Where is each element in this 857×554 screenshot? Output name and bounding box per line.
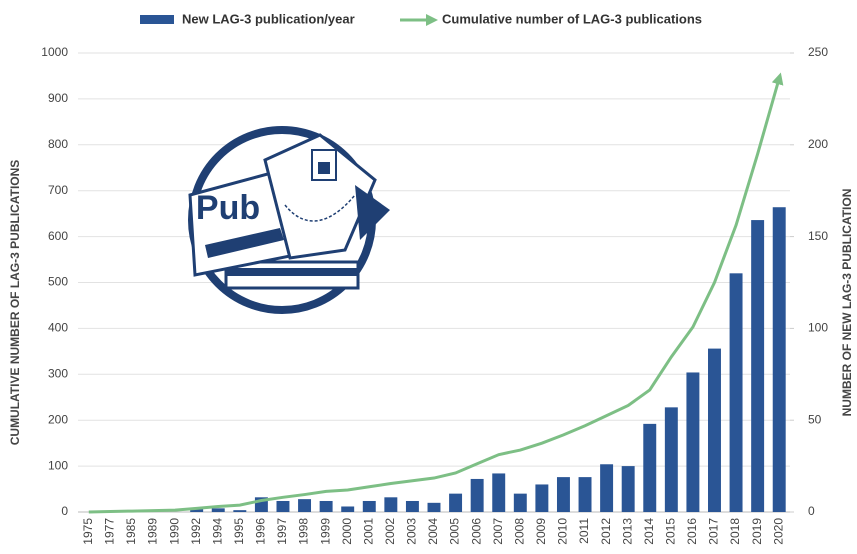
- x-tick-label: 2013: [620, 518, 634, 545]
- bar: [729, 273, 743, 512]
- y-tick-label: 800: [48, 137, 68, 151]
- x-tick-label: 1994: [210, 518, 224, 545]
- logo-text: Pub: [196, 189, 260, 227]
- y-tick-label: 300: [48, 366, 68, 380]
- bar: [427, 502, 441, 512]
- y2-tick-label: 150: [808, 229, 828, 243]
- bar: [578, 477, 592, 512]
- bar: [664, 407, 678, 512]
- bar: [535, 484, 549, 512]
- x-tick-label: 2011: [577, 518, 591, 544]
- bar: [233, 510, 247, 512]
- bar: [556, 477, 570, 512]
- x-tick-label: 1996: [254, 518, 268, 545]
- x-tick-label: 2018: [728, 518, 742, 545]
- bar: [362, 500, 376, 512]
- bar: [449, 493, 463, 512]
- x-tick-label: 1977: [103, 518, 117, 545]
- x-tick-label: 1998: [297, 518, 311, 545]
- y-tick-label: 900: [48, 91, 68, 105]
- y-tick-label: 200: [48, 412, 68, 426]
- x-tick-label: 2008: [512, 518, 526, 545]
- x-tick-label: 1975: [81, 518, 95, 545]
- legend-label: New LAG-3 publication/year: [182, 11, 355, 26]
- x-tick-label: 1992: [189, 518, 203, 545]
- bar: [341, 506, 355, 512]
- x-tick-label: 1999: [318, 518, 332, 545]
- x-tick-label: 2006: [469, 518, 483, 545]
- y2-tick-label: 0: [808, 504, 815, 518]
- grid: [78, 52, 790, 513]
- y2-tick-label: 250: [808, 45, 828, 59]
- x-tick-label: 2019: [750, 518, 764, 545]
- bar: [405, 500, 419, 512]
- x-tick-label: 2012: [599, 518, 613, 545]
- x-tick-label: 2016: [685, 518, 699, 545]
- bar: [319, 500, 333, 512]
- x-tick-label: 2004: [426, 518, 440, 545]
- bar: [643, 423, 657, 512]
- x-tick-label: 2003: [405, 518, 419, 545]
- y2-axis-title: NUMBER OF NEW LAG-3 PUBLICATION: [840, 189, 854, 417]
- bar: [686, 372, 700, 512]
- x-tick-label: 1989: [146, 518, 160, 545]
- x-tick-label: 2020: [771, 518, 785, 545]
- y-tick-label: 700: [48, 183, 68, 197]
- x-tick-label: 2001: [361, 518, 375, 545]
- bar: [751, 220, 765, 513]
- legend-label: Cumulative number of LAG-3 publications: [442, 11, 702, 26]
- line: [88, 72, 784, 514]
- y-tick-label: 400: [48, 321, 68, 335]
- y2-tick-label: 200: [808, 137, 828, 151]
- bar: [298, 499, 312, 512]
- bar: [492, 473, 506, 512]
- legend-swatch: [140, 15, 174, 24]
- x-tick-label: 2002: [383, 518, 397, 545]
- y-tick-label: 0: [61, 504, 68, 518]
- bar: [600, 464, 614, 512]
- y2-tick-label: 50: [808, 412, 822, 426]
- bar: [513, 493, 527, 512]
- bar: [708, 348, 721, 512]
- x-tick-label: 1985: [124, 518, 138, 545]
- x-tick-label: 2014: [642, 518, 656, 545]
- x-tick-label: 2010: [556, 518, 570, 545]
- bar: [470, 478, 484, 512]
- x-tick-label: 1995: [232, 518, 246, 545]
- bar: [211, 508, 225, 512]
- y-tick-label: 500: [48, 275, 68, 289]
- y2-tick-label: 100: [808, 321, 828, 335]
- logo: Pub: [188, 126, 390, 314]
- x-tick-label: 2009: [534, 518, 548, 545]
- x-tick-label: 1990: [167, 518, 181, 545]
- x-tick-label: 2005: [448, 518, 462, 545]
- x-tick-label: 2017: [707, 518, 721, 545]
- y-tick-label: 600: [48, 229, 68, 243]
- bar: [621, 466, 635, 512]
- bar: [384, 497, 398, 512]
- x-tick-label: 2000: [340, 518, 354, 545]
- bar: [772, 207, 786, 512]
- x-tick-label: 1997: [275, 518, 289, 545]
- x-tick-label: 2007: [491, 518, 505, 545]
- y-tick-label: 100: [48, 458, 68, 472]
- x-tick-label: 2015: [664, 518, 678, 545]
- y-tick-label: 1000: [41, 45, 68, 59]
- y-axis-title: CUMULATIVE NUMBER OF LAG-3 PUBLICATIONS: [8, 160, 22, 446]
- bar: [276, 500, 290, 512]
- bar: [190, 508, 204, 512]
